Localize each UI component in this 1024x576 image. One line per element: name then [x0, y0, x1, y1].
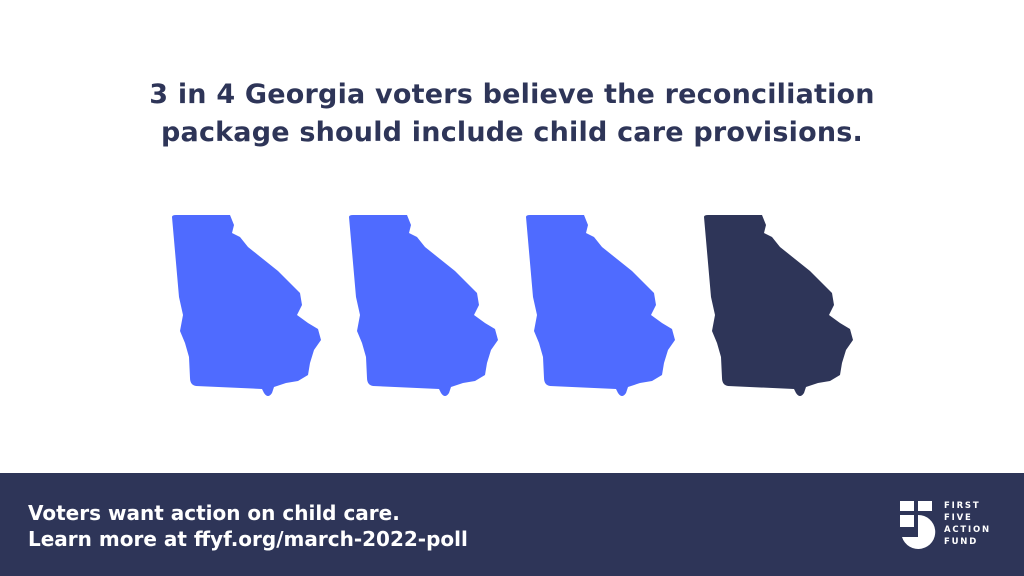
headline: 3 in 4 Georgia voters believe the reconc…: [0, 76, 1024, 152]
logo-line: FUND: [944, 537, 979, 547]
logo-text: FIRST FIVE ACTION FUND: [944, 500, 991, 548]
footer-text: Voters want action on child care. Learn …: [28, 500, 468, 552]
footer-line: Voters want action on child care.: [28, 501, 400, 525]
georgia-icon: [526, 215, 675, 396]
logo-line: FIVE: [944, 513, 973, 523]
georgia-icon: [349, 215, 498, 396]
headline-line: 3 in 4 Georgia voters believe the reconc…: [149, 79, 875, 110]
logo-mark: [900, 501, 936, 549]
footer-link[interactable]: Learn more at ffyf.org/march-2022-poll: [28, 527, 468, 551]
georgia-icons: [172, 215, 853, 396]
logo-line: ACTION: [944, 525, 991, 535]
logo-line: FIRST: [944, 501, 981, 511]
footer: Voters want action on child care. Learn …: [0, 473, 1024, 576]
georgia-icon: [172, 215, 321, 396]
headline-line: package should include child care provis…: [161, 117, 863, 148]
georgia-icon: [704, 215, 853, 396]
